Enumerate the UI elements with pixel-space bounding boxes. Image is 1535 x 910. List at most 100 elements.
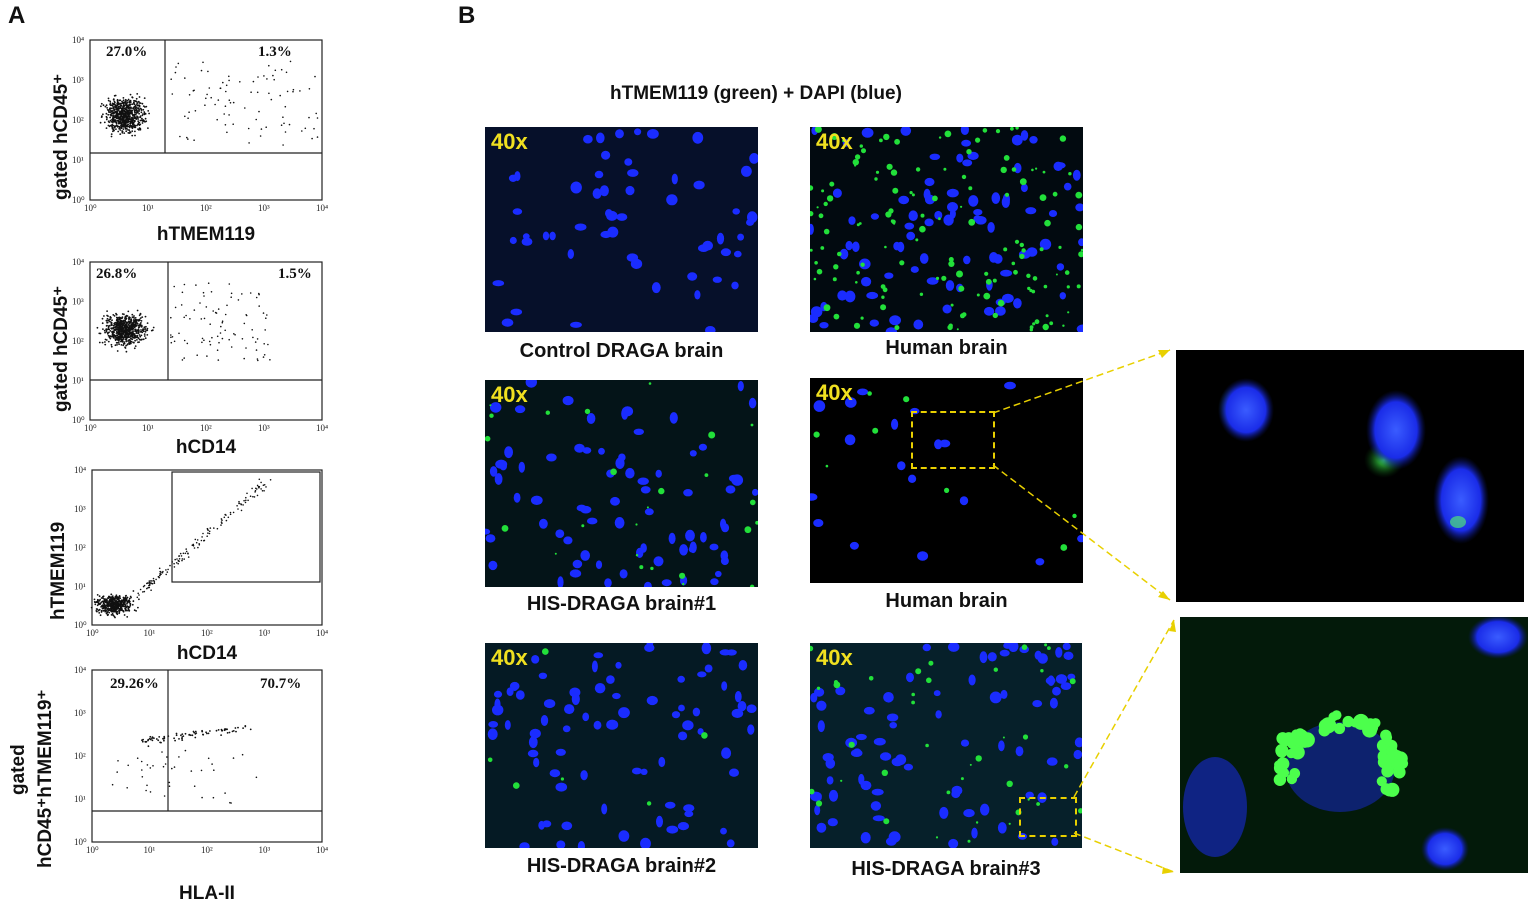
- caption-his-draga-2: HIS-DRAGA brain#2: [526, 855, 717, 877]
- flow-plot-2-right-pct: 1.5%: [278, 266, 312, 282]
- panel-b-label: B: [458, 2, 476, 29]
- magnification-label: 40x: [816, 129, 853, 154]
- y-tick-label: 10¹: [74, 581, 86, 591]
- x-tick-label: 10²: [201, 628, 213, 638]
- y-tick-label: 10⁰: [74, 620, 87, 630]
- micrograph-his-draga-2-image: [485, 643, 758, 848]
- magnification-label: 40x: [491, 129, 528, 154]
- zoom-inset-his-draga-3: [1180, 617, 1528, 873]
- micrograph-his-draga-3: 40x: [810, 643, 1082, 848]
- y-tick-label: 10²: [72, 336, 84, 346]
- flow-plot-1-sparse-events: [170, 60, 319, 146]
- flow-plot-1-left-pct: 27.0%: [106, 44, 148, 60]
- y-tick-label: 10⁴: [72, 257, 84, 267]
- x-tick-label: 10⁴: [316, 423, 328, 433]
- flow-plot-1-xlabel: hTMEM119: [156, 224, 256, 245]
- micrograph-his-draga-3-image: [810, 643, 1082, 848]
- x-tick-label: 10¹: [144, 628, 156, 638]
- zoom-inset-human-brain-image: [1218, 378, 1489, 544]
- flow-plot-2-xlabel: hCD14: [175, 437, 237, 458]
- flow-plot-4: 10⁰ 10⁰ 10¹ 10¹ 10² 10² 10³ 10³ 10⁴ 10⁴ 29.26% 70…: [74, 665, 328, 855]
- x-tick-label: 10⁴: [316, 845, 328, 855]
- caption-his-draga-3: HIS-DRAGA brain#3: [851, 858, 1041, 880]
- y-tick-label: 10³: [74, 708, 86, 718]
- caption-control-draga: Control DRAGA brain: [519, 340, 724, 362]
- y-tick-label: 10²: [74, 543, 86, 553]
- micrograph-control-draga: 40x: [485, 127, 758, 332]
- inset-box-his-draga-3: [1019, 797, 1077, 837]
- flow-plot-2: 10⁰ 10⁰ 10¹ 10¹ 10² 10² 10³ 10³ 10⁴ 10⁴ 26.8% 1.5…: [72, 257, 328, 433]
- micrograph-title: hTMEM119 (green) + DAPI (blue): [610, 83, 902, 104]
- flow-plot-2-left-pct: 26.8%: [96, 266, 138, 282]
- x-tick-label: 10³: [259, 628, 271, 638]
- y-tick-label: 10³: [72, 75, 84, 85]
- magnification-label: 40x: [816, 380, 853, 405]
- y-tick-label: 10⁴: [74, 465, 86, 475]
- y-tick-label: 10¹: [72, 376, 84, 386]
- x-tick-label: 10³: [258, 203, 270, 213]
- inset-box-human-brain: [911, 411, 995, 469]
- x-tick-label: 10³: [259, 845, 271, 855]
- x-tick-label: 10⁰: [84, 423, 97, 433]
- zoom-inset-human-brain: [1176, 350, 1524, 602]
- micrograph-human-brain-2: 40x: [810, 378, 1083, 583]
- zoom-inset-his-draga-3-image: [1183, 617, 1528, 871]
- x-tick-label: 10³: [258, 423, 270, 433]
- x-tick-label: 10⁴: [316, 628, 328, 638]
- caption-his-draga-1: HIS-DRAGA brain#1: [526, 593, 717, 615]
- y-tick-label: 10³: [74, 504, 86, 514]
- micrograph-his-draga-2: 40x: [485, 643, 758, 848]
- y-tick-label: 10³: [72, 297, 84, 307]
- y-tick-label: 10⁴: [72, 35, 84, 45]
- x-tick-label: 10¹: [144, 845, 156, 855]
- y-tick-label: 10²: [72, 115, 84, 125]
- flow-plot-1: 10⁰ 10⁰ 10¹ 10¹ 10² 10² 10³ 10³ 10⁴ 10⁴ 27.0% 1.3…: [72, 35, 328, 213]
- micrograph-control-draga-image: [485, 127, 758, 332]
- flow-plot-4-left-pct: 29.26%: [110, 676, 159, 692]
- x-tick-label: 10¹: [142, 203, 154, 213]
- y-tick-label: 10⁰: [72, 195, 85, 205]
- x-tick-label: 10⁰: [84, 203, 97, 213]
- flow-plot-4-events: [111, 725, 258, 804]
- x-tick-label: 10²: [200, 423, 212, 433]
- x-tick-label: 10¹: [142, 423, 154, 433]
- flow-plot-2-dense-cluster: [96, 309, 155, 353]
- x-tick-label: 10⁰: [86, 628, 99, 638]
- flow-plot-2-sparse-events: [170, 282, 271, 362]
- y-tick-label: 10⁰: [72, 415, 85, 425]
- flow-plot-4-right-pct: 70.7%: [260, 676, 302, 692]
- flow-plot-3-xlabel: hCD14: [176, 643, 238, 664]
- x-tick-label: 10²: [201, 845, 213, 855]
- x-tick-label: 10⁰: [86, 845, 99, 855]
- micrograph-human-brain-1-image: [810, 127, 1083, 332]
- flow-plot-1-dense-cluster: [99, 93, 150, 138]
- x-tick-label: 10⁴: [316, 203, 328, 213]
- caption-human-brain-1: Human brain: [885, 337, 1008, 359]
- flow-plot-3-dense-cluster: [90, 590, 140, 619]
- y-tick-label: 10⁰: [74, 837, 87, 847]
- x-tick-label: 10²: [200, 203, 212, 213]
- micrograph-his-draga-1: 40x: [485, 380, 758, 587]
- flow-plot-3: 10⁰ 10⁰ 10¹ 10¹ 10² 10² 10³ 10³ 10⁴ 10⁴: [74, 465, 328, 638]
- micrograph-human-brain-1: 40x: [810, 127, 1083, 332]
- flow-plot-3-diagonal-events: [130, 478, 272, 603]
- y-tick-label: 10⁴: [74, 665, 86, 675]
- y-tick-label: 10¹: [74, 794, 86, 804]
- y-tick-label: 10²: [74, 751, 86, 761]
- magnification-label: 40x: [491, 382, 528, 407]
- y-tick-label: 10¹: [72, 155, 84, 165]
- flow-plot-1-right-pct: 1.3%: [258, 44, 292, 60]
- flow-plot-4-xlabel: HLA-II: [179, 883, 235, 904]
- panel-a-label: A: [8, 2, 26, 29]
- magnification-label: 40x: [491, 645, 528, 670]
- caption-human-brain-2: Human brain: [885, 590, 1008, 612]
